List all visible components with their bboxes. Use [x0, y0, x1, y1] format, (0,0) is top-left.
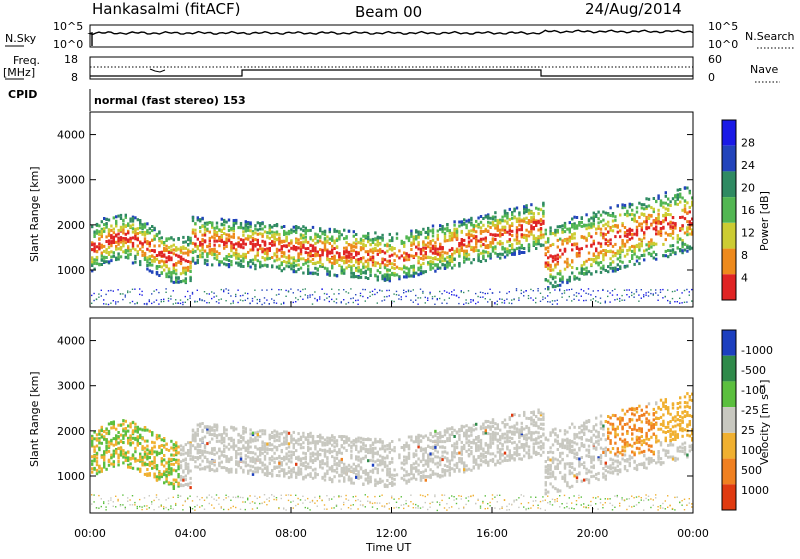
- colorbar-tick-label: 16: [741, 204, 755, 217]
- x-tick-label: 00:00: [74, 527, 106, 540]
- frequency-trace: [90, 70, 693, 76]
- power-colorbar-label: Power [dB]: [758, 191, 771, 251]
- colorbar-tick-label: 24: [741, 159, 755, 172]
- colorbar-swatch: [722, 381, 736, 407]
- noise-trace: [90, 30, 693, 46]
- colorbar-tick-label: -25: [741, 404, 759, 417]
- velocity-colorbar-label: Velocity [m s⁻¹]: [758, 380, 771, 465]
- colorbar-tick-label: -500: [741, 364, 766, 377]
- x-tick-label: 16:00: [476, 527, 508, 540]
- freq-tick-bottom: 8: [71, 71, 78, 84]
- noise-left-tick-top: 10^5: [53, 20, 83, 33]
- noise-left-label: N.Sky: [5, 32, 37, 45]
- cpid-label: CPID: [8, 88, 37, 101]
- power-colorbar: 4 8 12 16 20 24 28: [722, 120, 755, 300]
- colorbar-swatch: [722, 146, 736, 172]
- noise-panel: N.Sky 10^5 10^0 N.Search 10^5 10^0: [5, 20, 795, 51]
- freq-tick-top: 18: [64, 53, 78, 66]
- colorbar-swatch: [722, 356, 736, 382]
- y-tick-label: 2000: [57, 425, 85, 438]
- colorbar-tick-label: 25: [741, 424, 755, 437]
- velocity-scatter: [91, 392, 693, 511]
- power-panel: 1000 2000 3000 4000 Slant Range [km] 4 8 12 16…: [28, 112, 771, 307]
- colorbar-tick-label: 12: [741, 227, 755, 240]
- y-tick-label: 2000: [57, 219, 85, 232]
- x-axis-label: Time UT: [365, 541, 411, 554]
- y-tick-label: 3000: [57, 380, 85, 393]
- nave-label: Nave: [750, 63, 778, 76]
- noise-right-tick-bottom: 10^0: [708, 38, 738, 51]
- nave-tick-bottom: 0: [708, 71, 715, 84]
- x-tick-label: 08:00: [275, 527, 307, 540]
- nave-tick-top: 60: [708, 53, 722, 66]
- colorbar-swatch: [722, 249, 736, 275]
- velocity-ylabel: Slant Range [km]: [28, 371, 41, 467]
- x-tick-label: 04:00: [175, 527, 207, 540]
- colorbar-swatch: [722, 407, 736, 433]
- x-tick-label: 00:00: [677, 527, 709, 540]
- noise-right-tick-top: 10^5: [708, 20, 738, 33]
- colorbar-swatch: [722, 274, 736, 300]
- colorbar-swatch: [722, 484, 736, 510]
- colorbar-tick-label: 28: [741, 137, 755, 150]
- colorbar-tick-label: 8: [741, 249, 748, 262]
- date-title: 24/Aug/2014: [585, 0, 682, 18]
- colorbar-swatch: [722, 120, 736, 146]
- colorbar-swatch: [722, 433, 736, 459]
- colorbar-tick-label: 1000: [741, 484, 769, 497]
- noise-left-tick-bottom: 10^0: [53, 38, 83, 51]
- frequency-dip: [150, 69, 165, 72]
- y-tick-label: 3000: [57, 174, 85, 187]
- y-tick-label: 1000: [57, 470, 85, 483]
- cpid-value: normal (fast stereo) 153: [94, 94, 246, 107]
- y-tick-label: 1000: [57, 264, 85, 277]
- colorbar-swatch: [722, 330, 736, 356]
- x-tick-label: 20:00: [577, 527, 609, 540]
- station-title: Hankasalmi (fitACF): [92, 0, 240, 18]
- colorbar-tick-label: 20: [741, 182, 755, 195]
- beam-title: Beam 00: [355, 3, 422, 21]
- freq-label-2: [MHz]: [3, 66, 35, 79]
- colorbar-tick-label: -1000: [741, 344, 773, 357]
- x-tick-label: 12:00: [376, 527, 408, 540]
- colorbar-swatch: [722, 171, 736, 197]
- colorbar-swatch: [722, 197, 736, 223]
- colorbar-swatch: [722, 459, 736, 485]
- colorbar-tick-label: 4: [741, 272, 748, 285]
- power-ylabel: Slant Range [km]: [28, 166, 41, 262]
- y-tick-label: 4000: [57, 335, 85, 348]
- y-tick-label: 4000: [57, 129, 85, 142]
- noise-right-label: N.Search: [745, 30, 795, 43]
- colorbar-swatch: [722, 223, 736, 249]
- power-scatter: [91, 186, 693, 305]
- frequency-panel: Freq. [MHz] 18 8 Nave 60 0: [3, 53, 780, 84]
